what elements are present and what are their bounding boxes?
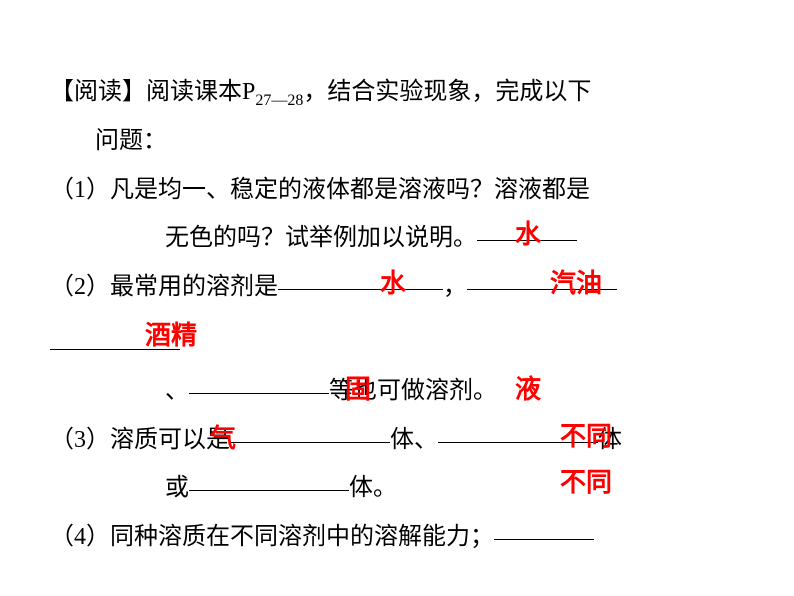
- q3-text2: 体、: [390, 427, 438, 453]
- q1-line2: 无色的吗？试举例加以说明。 水: [50, 216, 744, 260]
- q2-blank4: [189, 392, 329, 394]
- q3-text5: 体。: [349, 475, 397, 501]
- heading-subscript: 27—28: [255, 92, 303, 109]
- q2-answer2: 汽油: [550, 259, 602, 307]
- q4-answer1: 不同: [560, 458, 612, 506]
- q3-answer1: 气: [210, 414, 236, 462]
- q4-line1: （4）同种溶质在不同溶剂中的溶解能力；: [50, 515, 744, 559]
- q3-line2: 或体。 不同: [50, 466, 744, 510]
- q2-line2: 酒精: [50, 313, 744, 357]
- q3-blank1: [230, 441, 390, 443]
- q3-blank3: [189, 489, 349, 491]
- heading-line1: 【阅读】阅读课本P27—28，结合实验现象，完成以下: [50, 70, 744, 115]
- q2-blank1: [278, 288, 443, 290]
- q2-answer5: 液: [515, 365, 541, 413]
- q2-text3: 、: [165, 378, 189, 404]
- q2-line3: 、等也可做溶剂。 固 液: [50, 369, 744, 413]
- q2-line1: （2）最常用的溶剂是， 水 汽油: [50, 265, 744, 309]
- q2-text1: 最常用的溶剂是: [110, 274, 278, 300]
- q3-text4: 或: [165, 475, 189, 501]
- q1-text1: 凡是均一、稳定的液体都是溶液吗？溶液都是: [110, 177, 590, 203]
- q2-answer1: 水: [380, 259, 406, 307]
- q1-text2: 无色的吗？试举例加以说明。: [165, 225, 477, 251]
- q4-blank1: [494, 538, 594, 540]
- q1-answer1: 水: [515, 210, 541, 258]
- q2-answer4: 固: [345, 365, 371, 413]
- q3-num: （3）: [50, 427, 110, 453]
- q2-num: （2）: [50, 274, 110, 300]
- q4-text1: 同种溶质在不同溶剂中的溶解能力；: [110, 524, 494, 550]
- heading-text1: 【阅读】阅读课本P: [50, 79, 255, 105]
- q4-num: （4）: [50, 524, 110, 550]
- q1-num: （1）: [50, 177, 110, 203]
- q2-answer3: 酒精: [145, 311, 197, 359]
- heading-text3: 问题：: [95, 128, 167, 154]
- q3-line1: （3）溶质可以是体、体 气 不同: [50, 418, 744, 462]
- q2-comma: ，: [443, 274, 467, 300]
- heading-text2: ，结合实验现象，完成以下: [303, 79, 591, 105]
- q3-answer2: 不同: [560, 412, 612, 460]
- q1-line1: （1）凡是均一、稳定的液体都是溶液吗？溶液都是: [50, 168, 744, 212]
- heading-line2: 问题：: [50, 119, 744, 163]
